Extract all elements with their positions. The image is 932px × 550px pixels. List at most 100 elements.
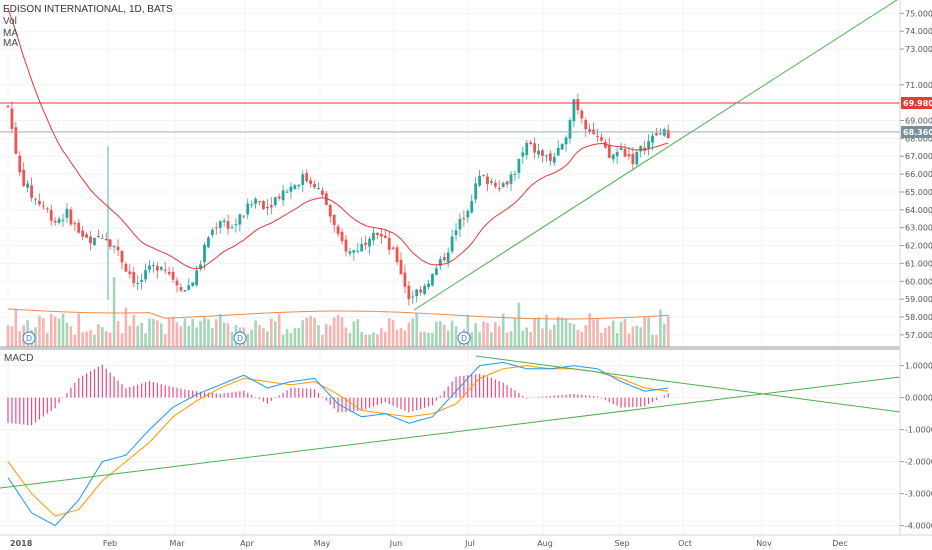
candle-body (120, 250, 124, 263)
candle-body (419, 289, 423, 293)
candle-body (356, 250, 360, 252)
candle-body (89, 236, 92, 244)
price-tick-label: 59.0000 (905, 295, 932, 304)
price-tick-label: 75.0000 (905, 9, 932, 18)
volume-bar (313, 317, 316, 347)
volume-bar (560, 317, 564, 347)
volume-bar (505, 332, 509, 347)
event-marker (22, 331, 36, 345)
macd-axis: 1.0000 0.0000 -1.0000 -2.0000 -3.0000 -4.0000 (900, 362, 932, 531)
volume-bar (53, 316, 57, 347)
price-pane[interactable] (0, 0, 900, 347)
volume-bar (46, 333, 49, 347)
volume-bar (474, 323, 477, 347)
volume-bar (49, 313, 53, 347)
candle-body (262, 200, 265, 210)
candle-body (458, 218, 462, 230)
candle-body (509, 174, 513, 184)
candle-body (466, 210, 470, 218)
volume-bar (482, 321, 485, 347)
candle-body (615, 151, 619, 157)
candle-body (486, 176, 489, 185)
macd-pane[interactable] (0, 349, 900, 535)
volume-bar (431, 332, 434, 347)
candle-body (324, 193, 328, 206)
price-tick-label: 66.0000 (905, 170, 932, 179)
volume-bar (277, 314, 281, 347)
candle-body (242, 215, 246, 217)
candle-body (328, 204, 332, 217)
volume-bar (596, 319, 599, 347)
candle-body (651, 135, 654, 143)
candle-body (415, 289, 419, 297)
macd-uptrend-line (0, 376, 901, 489)
volume-bar (183, 318, 187, 347)
volume-bar (556, 316, 560, 347)
price-tick-label: 69.0000 (905, 117, 932, 126)
volume-bar (521, 330, 525, 347)
last-price-tag (901, 125, 932, 138)
candle-body (104, 238, 108, 241)
volume-bar (171, 316, 175, 347)
volume-bar (545, 314, 548, 347)
price-tick-label: 60.0000 (905, 277, 932, 286)
price-ma-line (7, 8, 669, 270)
volume-bar (321, 334, 324, 347)
candle-body (163, 269, 167, 271)
volume-bar (112, 277, 116, 347)
volume-bar (214, 319, 218, 347)
candle-body (517, 159, 521, 173)
candle-body (611, 154, 615, 160)
candle-body (564, 137, 568, 145)
volume-bar (218, 313, 222, 347)
volume-bar (372, 332, 375, 347)
candle-body (159, 267, 163, 270)
candle-body (116, 246, 120, 251)
volume-bar (399, 328, 403, 347)
candle-body (81, 230, 85, 237)
candle-body (250, 204, 254, 206)
time-tick-label: Dec (832, 539, 847, 548)
candle-body (395, 247, 399, 263)
candle-body (167, 271, 171, 275)
volume-bar (454, 326, 458, 347)
volume-bar (222, 322, 226, 347)
volume-bar (325, 324, 328, 347)
volume-bar (179, 326, 183, 347)
candle-body (49, 209, 53, 221)
volume-bar (501, 313, 505, 347)
candle-body (336, 226, 340, 234)
candle-body (525, 142, 529, 155)
volume-bar (666, 315, 670, 347)
price-tick-label: 71.0000 (905, 81, 932, 90)
volume-bar (258, 324, 261, 347)
candle-body (6, 105, 10, 107)
price-axis-area[interactable] (900, 0, 932, 535)
candle-body (658, 133, 662, 135)
candle-body (537, 150, 540, 155)
last-price-tag-label: 68.3600 (903, 128, 932, 137)
volume-bar (364, 334, 367, 347)
volume-bar (317, 325, 320, 347)
candle-body (61, 219, 65, 221)
candle-body (556, 147, 560, 156)
volume-bar (619, 321, 623, 347)
volume-bar (89, 329, 92, 347)
candle-body (187, 285, 191, 290)
macd-downtrend-line (475, 355, 901, 413)
event-marker (233, 331, 247, 345)
candle-body (482, 174, 485, 176)
candle-body (230, 227, 234, 229)
volume-bar (450, 320, 454, 347)
candle-body (73, 223, 77, 225)
candle-body (572, 99, 576, 122)
volume-bar (289, 333, 293, 347)
candle-body (603, 141, 607, 148)
volume-bar (207, 319, 210, 347)
volume-bar (293, 327, 297, 347)
candle-body (340, 231, 344, 242)
volume-bar (18, 331, 22, 347)
grid (0, 0, 900, 535)
